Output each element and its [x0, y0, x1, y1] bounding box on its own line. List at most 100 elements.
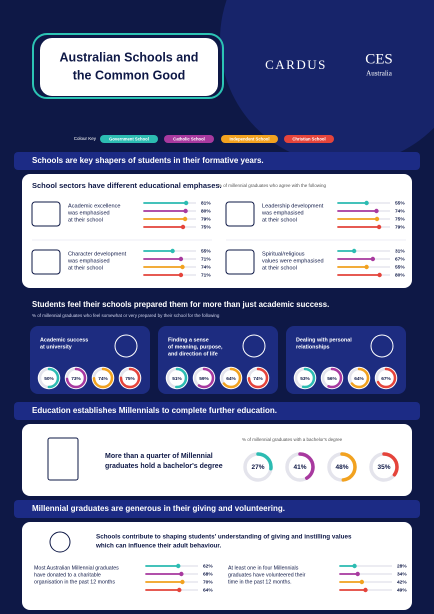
card: [22, 174, 412, 288]
value-label: 55%: [201, 248, 211, 254]
text-line: More than a quarter of Millennial: [105, 453, 213, 460]
value-label: 74%: [395, 208, 405, 214]
bar-dot: [183, 208, 188, 214]
bar-dot: [179, 571, 184, 577]
value-label: 64%: [203, 587, 213, 593]
value-label: 62%: [203, 563, 213, 569]
item-label: was emphasised: [261, 210, 304, 216]
ring: [285, 452, 315, 482]
ring-label: 27%: [251, 464, 264, 471]
ring-label: 53%: [300, 376, 310, 382]
bar-dot: [170, 248, 175, 254]
item-label: was emphasised: [67, 210, 110, 216]
key-pill: [221, 135, 278, 143]
ring-label: 75%: [125, 376, 135, 382]
ring-label: 64%: [226, 376, 236, 382]
bar-dot: [364, 200, 369, 206]
value-label: 68%: [203, 571, 213, 577]
ring: [119, 367, 141, 389]
ring-label: 41%: [293, 464, 306, 471]
content: Government School Catholic School Independ…: [14, 135, 420, 610]
bar-dot: [180, 224, 186, 230]
item-label: and direction of life: [168, 351, 218, 357]
ring-label: 74%: [253, 376, 263, 382]
text-line: graduates hold a bachelor's degree: [105, 463, 223, 470]
ring-label: 48%: [335, 464, 348, 471]
section-heading: Education establishes Millennials to com…: [32, 406, 277, 415]
ring-label: 56%: [327, 376, 337, 382]
bar-dot: [377, 272, 382, 278]
ring-bg: [368, 451, 400, 483]
item-label: Most Australian Millennial graduates: [34, 565, 119, 571]
bar-dot: [177, 587, 182, 593]
ring: [294, 367, 316, 389]
ring: [65, 367, 87, 389]
section-heading: Schools are key shapers of students in t…: [32, 156, 264, 165]
heading-bar: [14, 402, 420, 420]
key-pill: [164, 135, 214, 143]
item-label: relationships: [296, 344, 330, 350]
value-label: 49%: [397, 587, 407, 593]
ring-bg: [284, 451, 316, 483]
ring: [369, 452, 399, 482]
bar-dot: [180, 264, 185, 270]
item-label: values were emphasised: [262, 258, 324, 264]
value-label: 80%: [201, 208, 211, 214]
item-label: Finding a sense: [168, 337, 209, 343]
ring-label: 73%: [71, 376, 81, 382]
intro-line: which can influence their adult behaviou…: [95, 543, 222, 550]
item-label: of meaning, purpose,: [168, 344, 223, 350]
note: % of millennial graduates with a bachelo…: [242, 437, 343, 442]
value-label: 55%: [395, 264, 405, 270]
section-heading: Millennial graduates are generous in the…: [32, 504, 285, 513]
ring: [375, 367, 397, 389]
card: [22, 424, 412, 496]
value-label: 80%: [395, 272, 405, 278]
ring: [193, 367, 215, 389]
ring: [243, 452, 273, 482]
ring: [220, 367, 242, 389]
value-label: 42%: [397, 579, 407, 585]
item-label: at their school: [262, 217, 297, 223]
ring-bg: [242, 451, 274, 483]
title-box: [40, 38, 218, 96]
value-label: 28%: [397, 563, 407, 569]
item-label: organisation in the past 12 months: [34, 579, 115, 585]
icon: [47, 437, 79, 481]
bar-dot: [374, 208, 379, 214]
bar-dot: [180, 579, 185, 585]
value-label: 81%: [201, 200, 211, 206]
title: the Common Good: [73, 68, 186, 82]
icon: [242, 334, 266, 358]
icon: [31, 249, 61, 275]
note: % of millennial graduates who agree with…: [218, 183, 327, 188]
icon: [225, 201, 255, 227]
item-label: was emphasised: [67, 258, 110, 264]
ring-label: 67%: [381, 376, 391, 382]
logo: CARDUS: [265, 57, 327, 72]
item-label: Character development: [68, 251, 127, 257]
heading-bar: [14, 152, 420, 170]
value-label: 75%: [395, 216, 405, 222]
item-label: Leadership development: [262, 203, 324, 209]
item-label: time in the past 12 months.: [228, 579, 292, 585]
title-outline: [32, 33, 224, 99]
bar-dot: [183, 200, 189, 206]
value-label: 70%: [203, 579, 213, 585]
ring-label: 50%: [44, 376, 54, 382]
item-label: at their school: [68, 265, 103, 271]
ring: [38, 367, 60, 389]
value-label: 79%: [201, 216, 211, 222]
bar-dot: [374, 216, 380, 222]
bar-dot: [359, 579, 365, 585]
bar-dot: [182, 216, 188, 222]
key-label: Independent School: [229, 136, 269, 141]
ring: [327, 452, 357, 482]
intro-line: Schools contribute to shaping students' …: [96, 534, 352, 541]
ring-label: 64%: [354, 376, 364, 382]
value-label: 55%: [395, 200, 405, 206]
ring-label: 35%: [377, 464, 390, 471]
note: % of millennial graduates who feel somew…: [32, 313, 220, 318]
